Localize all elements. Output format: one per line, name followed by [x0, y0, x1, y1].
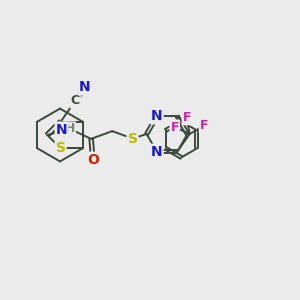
- Text: H: H: [65, 122, 75, 135]
- Text: F: F: [170, 121, 179, 134]
- Text: S: S: [56, 141, 66, 155]
- Text: F: F: [200, 119, 208, 132]
- Text: S: S: [128, 131, 137, 146]
- Text: N: N: [79, 80, 91, 94]
- Text: N: N: [151, 145, 163, 159]
- Text: F: F: [182, 111, 191, 124]
- Text: N: N: [151, 110, 163, 123]
- Text: O: O: [87, 153, 99, 167]
- Text: C: C: [71, 94, 80, 107]
- Text: N: N: [56, 122, 67, 136]
